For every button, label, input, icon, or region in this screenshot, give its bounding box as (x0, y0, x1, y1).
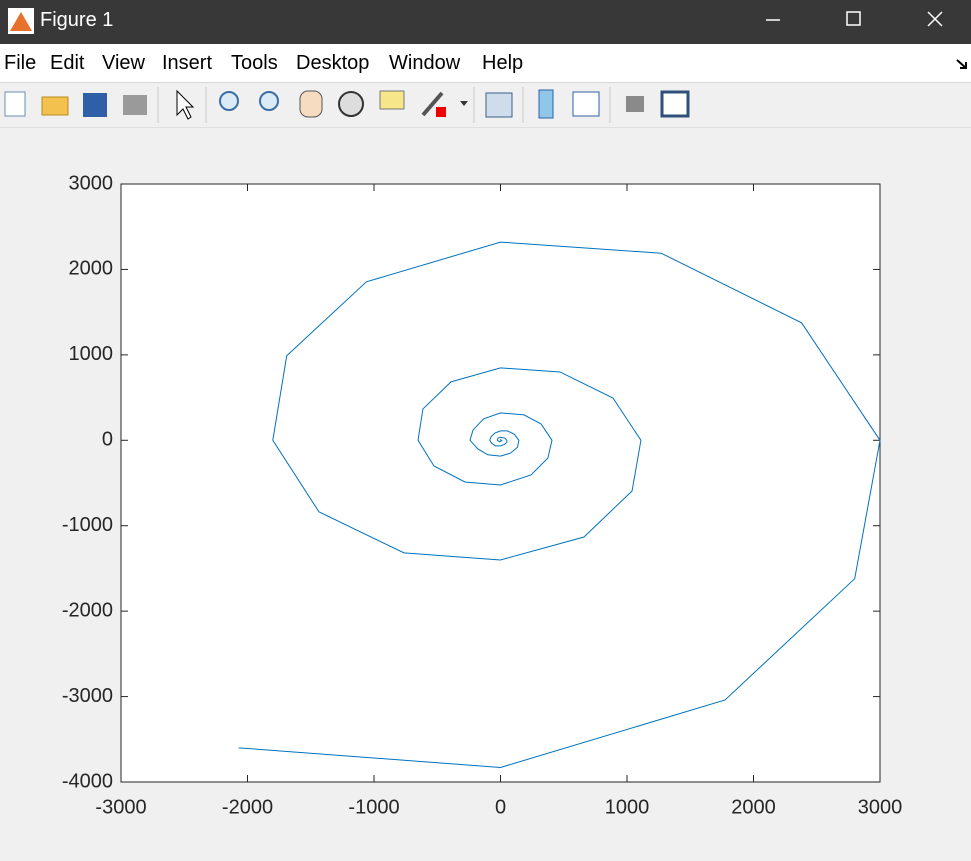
app-logo (10, 12, 32, 31)
show-tools-button[interactable] (660, 90, 690, 118)
axes-box (120, 183, 881, 783)
x-tick-label: 0 (495, 796, 506, 818)
menu-item[interactable]: Desktop (296, 52, 370, 74)
y-tick-label: -2000 (62, 599, 113, 621)
x-tick-label: 3000 (858, 796, 903, 818)
new-button[interactable] (4, 91, 26, 117)
select-button[interactable] (176, 89, 195, 120)
menu-bar: File Edit View Insert Tools Desktop Wind… (0, 44, 971, 83)
close-button[interactable] (927, 11, 943, 27)
data-line (238, 241, 881, 768)
y-tick-label: 1000 (69, 343, 114, 365)
hide-tools-button[interactable] (626, 96, 644, 112)
y-tick-label: -4000 (62, 770, 113, 792)
window-title: Figure 1 (40, 9, 114, 31)
x-tick-label: 1000 (605, 796, 650, 818)
menu-item[interactable]: Tools (231, 52, 278, 74)
menu-item[interactable]: Help (482, 52, 524, 74)
y-tick-label: -3000 (62, 685, 113, 707)
rotate-button[interactable] (338, 91, 364, 117)
data-cursor-button[interactable] (379, 90, 405, 110)
toolbar (0, 83, 971, 128)
save-button[interactable] (83, 93, 107, 117)
pan-button[interactable] (299, 90, 323, 118)
toolbar-icons (4, 87, 690, 123)
brush-button[interactable] (421, 91, 444, 117)
zoom-in-button[interactable] (219, 91, 239, 111)
zoom-out-button[interactable] (259, 91, 279, 111)
menu-item[interactable]: View (102, 52, 145, 74)
colorbar-button[interactable] (538, 89, 554, 119)
title-bar: Figure 1 (0, 0, 971, 44)
open-button[interactable] (41, 96, 69, 116)
plot-area (121, 184, 880, 782)
menu-item[interactable]: Insert (162, 52, 213, 74)
y-tick-label: 0 (102, 429, 113, 451)
legend-button[interactable] (572, 91, 600, 117)
y-tick-label: -1000 (62, 514, 113, 536)
x-tick-label: 2000 (731, 796, 776, 818)
dock-arrow[interactable] (954, 56, 970, 72)
y-tick-label: 2000 (69, 258, 114, 280)
title-icons (8, 8, 943, 34)
print-button[interactable] (123, 95, 147, 115)
menu-item[interactable]: Edit (50, 52, 85, 74)
y-tick-label: 3000 (69, 172, 114, 194)
menu-item[interactable]: Window (389, 52, 461, 74)
x-tick-label: -1000 (348, 796, 399, 818)
x-tick-label: -2000 (222, 796, 273, 818)
x-tick-label: -3000 (95, 796, 146, 818)
link-button[interactable] (485, 92, 513, 118)
maximize-button[interactable] (846, 11, 861, 26)
menu-item[interactable]: File (4, 52, 37, 74)
